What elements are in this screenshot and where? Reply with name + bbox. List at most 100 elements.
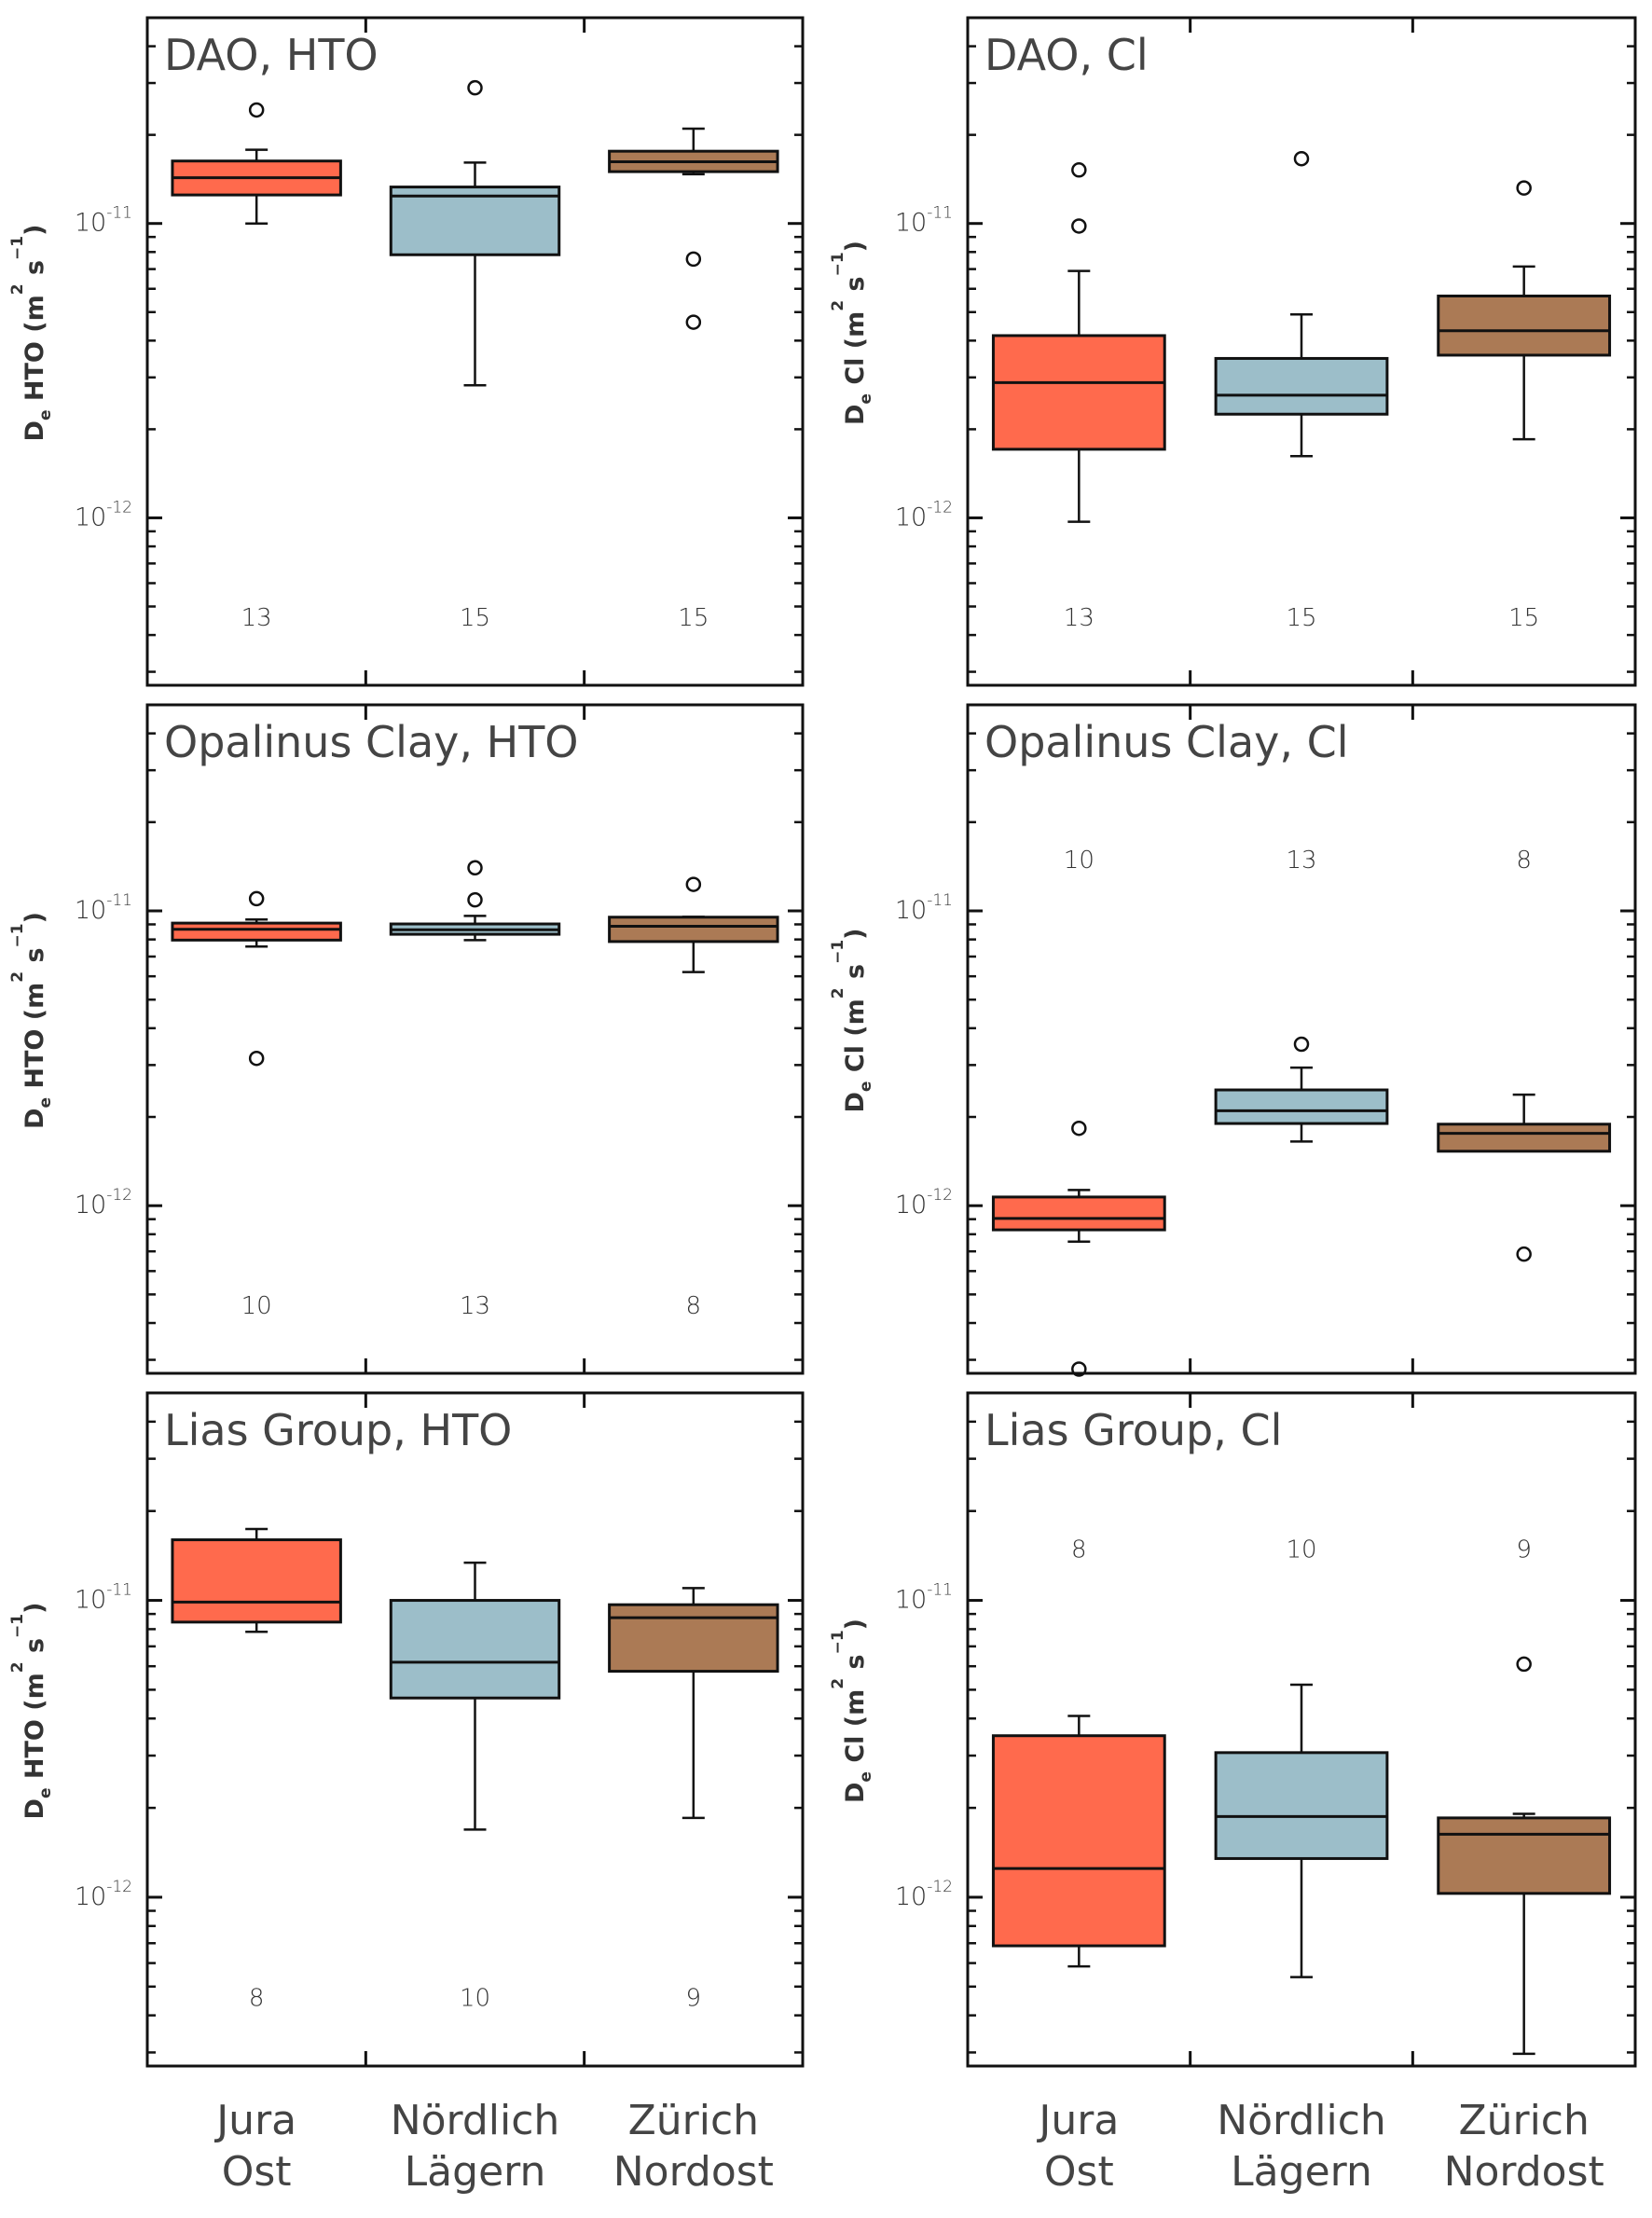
y-label-units: ) [841,1619,870,1630]
y-tick-label: 10-12 [895,1878,953,1911]
y-axis-label: De HTO (m2 s−1) [8,1603,55,1820]
y-tick-base: 10 [75,896,106,925]
y-label-main: D [21,1798,49,1819]
y-tick-label: 10-11 [895,204,953,238]
panel-frame [145,16,805,687]
sample-count-label: 15 [1286,604,1316,632]
box-group: 9 [608,1587,779,2012]
outlier-point [467,891,483,908]
y-label-superscript: −1 [829,252,847,276]
y-tick-base: 10 [75,1882,106,1911]
y-label-subscript: e [36,410,55,421]
y-label-units: Cl (m [841,311,870,393]
outlier-point [467,860,483,876]
y-tick-base: 10 [75,1191,106,1219]
panel-title: Lias Group, HTO [164,1405,512,1455]
y-tick-label: 10-12 [75,498,132,531]
box-group: 13 [1214,847,1389,1143]
y-label-units: s [841,964,870,987]
outlier-point [1293,150,1310,167]
sample-count-label: 8 [249,1984,265,2012]
y-label-subscript: e [857,1771,875,1783]
sample-count-label: 8 [1516,847,1532,875]
iqr-box [389,186,561,256]
panel-title: Opalinus Clay, HTO [164,717,579,767]
y-label-units: s [21,1638,49,1661]
y-label-units: s [21,947,49,971]
x-category-label: Ost [222,2148,292,2196]
y-label-superscript: −1 [8,1614,27,1638]
y-tick-base: 10 [895,1191,927,1219]
y-tick-exponent: -12 [106,1878,132,1896]
y-label-units: ) [21,1603,49,1614]
y-label-superscript: 2 [829,1678,847,1689]
x-category-label: Nördlich [1217,2097,1386,2144]
y-label-subscript: e [36,1788,55,1799]
outlier-point [1071,1361,1087,1377]
iqr-box [608,916,779,944]
y-tick-exponent: -12 [106,1186,132,1205]
y-tick-base: 10 [895,896,927,925]
panel-title: Opalinus Clay, Cl [984,717,1349,767]
outlier-point [467,79,483,96]
x-category-label: Ost [1044,2148,1114,2196]
box-group: 8 [1437,847,1612,1262]
iqr-box [1437,1123,1612,1153]
outlier-point [1071,162,1087,178]
y-tick-base: 10 [75,1586,106,1615]
x-category-label: Jura [213,2097,296,2144]
y-axis-label: De Cl (m2 s−1) [829,241,875,425]
y-tick-exponent: -11 [927,891,953,910]
sample-count-label: 13 [460,1292,490,1320]
iqr-box [1437,295,1612,357]
box-group: 9 [1437,1536,1612,2056]
box-group: 15 [1214,150,1389,632]
x-category-label: Nördlich [391,2097,560,2144]
box-group: 15 [1437,180,1612,632]
y-label-units: s [841,276,870,299]
box-group: 13 [991,162,1166,632]
y-tick-label: 10-11 [75,1581,132,1615]
y-tick-label: 10-12 [75,1186,132,1219]
iqr-box [608,1603,779,1674]
y-label-units: Cl (m [841,1689,870,1771]
x-category-label: Nordost [1444,2148,1604,2196]
y-tick-base: 10 [75,503,106,531]
sample-count-label: 15 [460,604,490,632]
y-label-main: D [841,405,870,425]
sample-count-label: 15 [1508,604,1539,632]
box-group: 10 [991,847,1166,1377]
sample-count-label: 9 [686,1984,702,2012]
y-tick-base: 10 [895,209,927,238]
x-category-label: Nordost [613,2148,774,2196]
iqr-box [389,1599,561,1700]
iqr-box [991,1195,1166,1232]
box-group: 13 [389,860,561,1320]
y-label-units: ) [21,912,49,923]
sample-count-label: 10 [460,1984,490,2012]
y-label-subscript: e [857,1081,875,1093]
y-label-superscript: −1 [8,236,27,260]
y-tick-base: 10 [75,209,106,238]
y-label-superscript: 2 [8,1661,27,1673]
y-tick-exponent: -11 [106,204,132,223]
outlier-point [1071,218,1087,234]
y-label-units: HTO (m [21,295,49,409]
sample-count-label: 10 [1286,1536,1316,1564]
box-group: 13 [171,102,342,632]
y-tick-exponent: -12 [927,498,953,517]
outlier-point [685,876,702,892]
x-category-label: Lägern [405,2148,546,2196]
y-label-main: D [21,1109,49,1129]
y-label-subscript: e [36,1097,55,1109]
panel-frame [145,1391,805,2068]
y-tick-label: 10-11 [75,891,132,925]
x-category-label: Zürich [1458,2097,1589,2144]
y-label-superscript: 2 [829,987,847,999]
